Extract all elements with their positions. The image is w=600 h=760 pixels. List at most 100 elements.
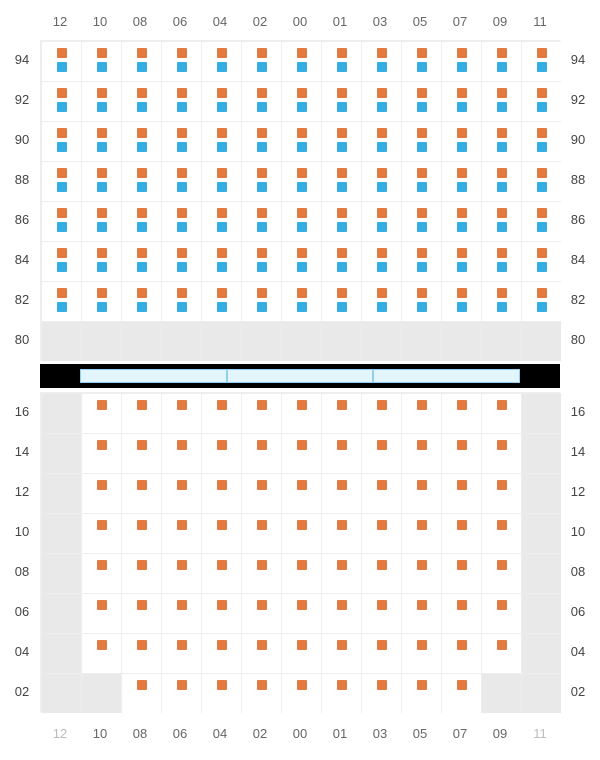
seat-cell[interactable]	[41, 241, 81, 281]
seat-cell[interactable]	[481, 41, 521, 81]
seat-cell[interactable]	[121, 121, 161, 161]
seat-cell[interactable]	[361, 553, 401, 593]
seat-cell[interactable]	[81, 81, 121, 121]
seat-cell[interactable]	[521, 121, 561, 161]
seat-cell[interactable]	[201, 593, 241, 633]
seat-cell[interactable]	[281, 513, 321, 553]
seat-cell[interactable]	[441, 201, 481, 241]
seat-cell[interactable]	[441, 393, 481, 433]
seat-cell[interactable]	[361, 433, 401, 473]
seat-cell[interactable]	[281, 593, 321, 633]
seat-cell[interactable]	[481, 633, 521, 673]
seat-cell[interactable]	[481, 473, 521, 513]
seat-cell[interactable]	[481, 393, 521, 433]
seat-cell[interactable]	[241, 201, 281, 241]
seat-cell[interactable]	[121, 393, 161, 433]
seat-cell[interactable]	[321, 673, 361, 713]
seat-cell[interactable]	[121, 473, 161, 513]
seat-cell[interactable]	[121, 513, 161, 553]
seat-cell[interactable]	[241, 433, 281, 473]
seat-cell[interactable]	[401, 673, 441, 713]
seat-cell[interactable]	[81, 393, 121, 433]
seat-cell[interactable]	[361, 393, 401, 433]
seat-cell[interactable]	[201, 241, 241, 281]
seat-cell[interactable]	[361, 41, 401, 81]
seat-cell[interactable]	[321, 121, 361, 161]
seat-cell[interactable]	[281, 201, 321, 241]
seat-cell[interactable]	[161, 633, 201, 673]
seat-cell[interactable]	[241, 633, 281, 673]
seat-cell[interactable]	[241, 161, 281, 201]
seat-cell[interactable]	[281, 433, 321, 473]
seat-cell[interactable]	[361, 513, 401, 553]
seat-cell[interactable]	[521, 81, 561, 121]
seat-cell[interactable]	[321, 161, 361, 201]
seat-cell[interactable]	[121, 281, 161, 321]
seat-cell[interactable]	[121, 633, 161, 673]
seat-cell[interactable]	[361, 121, 401, 161]
seat-cell[interactable]	[81, 241, 121, 281]
seat-cell[interactable]	[241, 121, 281, 161]
seat-cell[interactable]	[81, 281, 121, 321]
seat-cell[interactable]	[41, 201, 81, 241]
seat-cell[interactable]	[201, 673, 241, 713]
seat-cell[interactable]	[441, 513, 481, 553]
seat-cell[interactable]	[481, 281, 521, 321]
seat-cell[interactable]	[441, 41, 481, 81]
seat-cell[interactable]	[81, 473, 121, 513]
seat-cell[interactable]	[81, 201, 121, 241]
seat-cell[interactable]	[321, 473, 361, 513]
seat-cell[interactable]	[281, 161, 321, 201]
seat-cell[interactable]	[121, 241, 161, 281]
seat-cell[interactable]	[201, 553, 241, 593]
seat-cell[interactable]	[121, 433, 161, 473]
seat-cell[interactable]	[41, 81, 81, 121]
seat-cell[interactable]	[441, 241, 481, 281]
seat-cell[interactable]	[121, 81, 161, 121]
seat-cell[interactable]	[401, 593, 441, 633]
seat-cell[interactable]	[401, 81, 441, 121]
seat-cell[interactable]	[401, 513, 441, 553]
seat-cell[interactable]	[281, 633, 321, 673]
seat-cell[interactable]	[321, 593, 361, 633]
seat-cell[interactable]	[321, 81, 361, 121]
seat-cell[interactable]	[401, 281, 441, 321]
seat-cell[interactable]	[201, 433, 241, 473]
seat-cell[interactable]	[441, 473, 481, 513]
seat-cell[interactable]	[401, 41, 441, 81]
seat-cell[interactable]	[321, 433, 361, 473]
seat-cell[interactable]	[481, 161, 521, 201]
seat-cell[interactable]	[161, 553, 201, 593]
seat-cell[interactable]	[241, 673, 281, 713]
seat-cell[interactable]	[121, 201, 161, 241]
seat-cell[interactable]	[161, 241, 201, 281]
seat-cell[interactable]	[361, 633, 401, 673]
seat-cell[interactable]	[241, 281, 281, 321]
seat-cell[interactable]	[161, 121, 201, 161]
seat-cell[interactable]	[201, 281, 241, 321]
seat-cell[interactable]	[441, 281, 481, 321]
seat-cell[interactable]	[361, 281, 401, 321]
seat-cell[interactable]	[41, 281, 81, 321]
seat-cell[interactable]	[201, 633, 241, 673]
seat-cell[interactable]	[321, 241, 361, 281]
seat-cell[interactable]	[481, 81, 521, 121]
seat-cell[interactable]	[281, 673, 321, 713]
seat-cell[interactable]	[481, 241, 521, 281]
seat-cell[interactable]	[81, 121, 121, 161]
seat-cell[interactable]	[81, 633, 121, 673]
seat-cell[interactable]	[201, 81, 241, 121]
seat-cell[interactable]	[321, 553, 361, 593]
seat-cell[interactable]	[201, 513, 241, 553]
seat-cell[interactable]	[481, 201, 521, 241]
seat-cell[interactable]	[521, 41, 561, 81]
seat-cell[interactable]	[361, 673, 401, 713]
seat-cell[interactable]	[201, 393, 241, 433]
seat-cell[interactable]	[161, 673, 201, 713]
seat-cell[interactable]	[441, 633, 481, 673]
seat-cell[interactable]	[161, 473, 201, 513]
seat-cell[interactable]	[281, 121, 321, 161]
seat-cell[interactable]	[481, 433, 521, 473]
seat-cell[interactable]	[241, 41, 281, 81]
seat-cell[interactable]	[121, 161, 161, 201]
